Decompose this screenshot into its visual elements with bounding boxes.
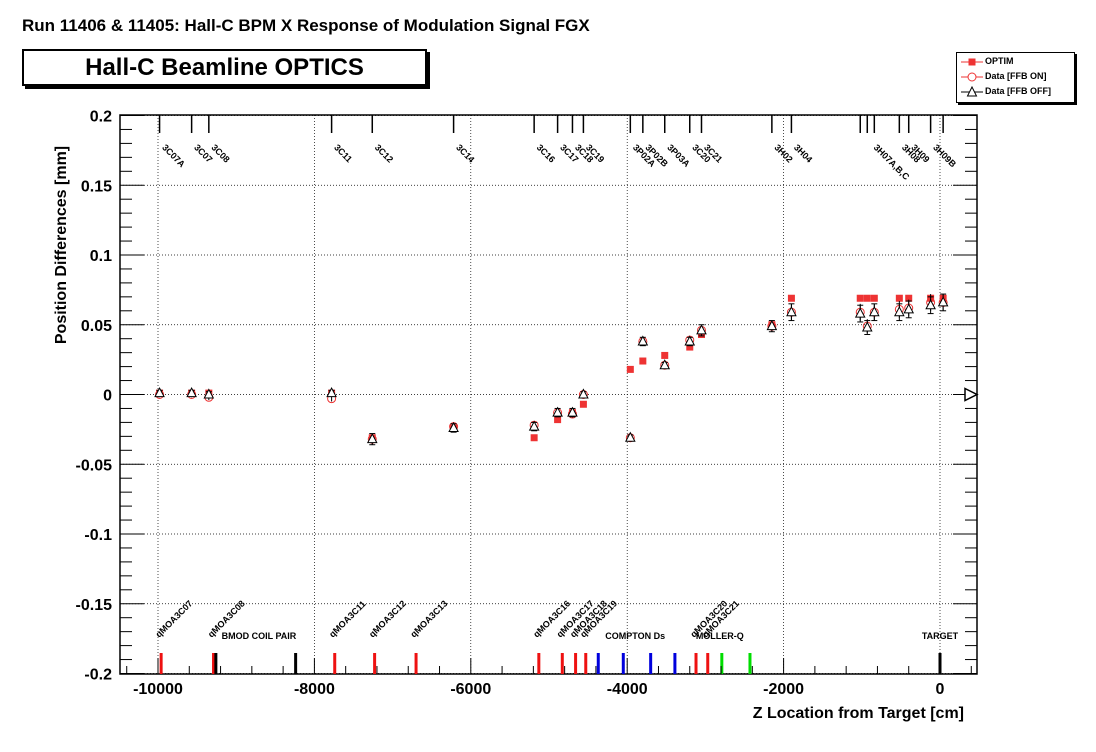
- zero-line-arrow-icon: [964, 387, 979, 402]
- x-axis-label: Z Location from Target [cm]: [753, 705, 964, 722]
- optim-point: [661, 351, 669, 359]
- quad-label: qMOA3C07: [153, 598, 194, 639]
- ffb-off-point: [203, 388, 215, 399]
- legend-label-ffb-off: Data [FFB OFF]: [985, 86, 1051, 96]
- plot-frame: [119, 114, 978, 675]
- y-tick-label: 0: [103, 388, 112, 405]
- ffb-off-point: [624, 431, 636, 442]
- data-series: [154, 293, 979, 446]
- ffb-off-point: [659, 359, 671, 370]
- x-tick-label: -4000: [607, 681, 648, 698]
- bpm-label: 3C11: [332, 142, 354, 164]
- bpm-label: 3C14: [454, 142, 476, 164]
- element-label: BMOD COIL PAIR: [222, 631, 297, 641]
- optim-point: [870, 294, 878, 302]
- ffb-off-point: [326, 387, 337, 398]
- bpm-label: 3C12: [373, 142, 395, 164]
- optim-point: [626, 365, 634, 373]
- optics-banner-label: Hall-C Beamline OPTICS: [85, 54, 364, 81]
- bpm-label: 3C07A: [160, 142, 187, 169]
- quad-label: qMOA3C11: [327, 599, 368, 640]
- quad-label: qMOA3C12: [367, 598, 408, 639]
- quad-label: qMOA3C13: [408, 598, 449, 639]
- optim-point: [686, 343, 694, 351]
- optim-point: [863, 294, 871, 302]
- optim-point: [895, 294, 903, 302]
- ffb-off-point: [894, 306, 905, 317]
- y-tick-label: -0.05: [76, 457, 113, 474]
- ffb-off-point: [903, 303, 915, 314]
- optim-point: [856, 294, 864, 302]
- x-tick-label: -6000: [450, 681, 491, 698]
- bpm-label: 3H04: [792, 142, 814, 164]
- legend-entry-ffb-on: Data [FFB ON]: [957, 70, 1074, 85]
- x-tick-label: 0: [936, 681, 945, 698]
- ffb-off-point: [786, 306, 797, 317]
- ffb-off-point: [854, 307, 866, 318]
- bpm-label: 3P03A: [665, 142, 692, 169]
- open-triangle-marker-icon: [961, 85, 983, 97]
- chart-title: Run 11406 & 11405: Hall-C BPM X Response…: [22, 16, 590, 35]
- legend-label-optim: OPTIM: [985, 56, 1014, 66]
- chart-legend: OPTIM Data [FFB ON] Data [FFB OFF]: [956, 52, 1075, 103]
- bpm-label: 3C07: [192, 142, 214, 164]
- legend-entry-ffb-off: Data [FFB OFF]: [957, 85, 1074, 100]
- ffb-off-point: [154, 387, 165, 398]
- y-tick-label: 0.1: [90, 248, 112, 265]
- y-tick-label: -0.15: [76, 597, 113, 614]
- optim-point: [530, 434, 538, 442]
- optim-point: [639, 357, 647, 365]
- optics-banner: Hall-C Beamline OPTICS: [22, 49, 427, 86]
- y-axis-label: Position Differences [mm]: [53, 146, 70, 344]
- y-tick-label: 0.05: [81, 318, 112, 335]
- ffb-off-point: [366, 433, 378, 444]
- element-label: COMPTON Ds: [605, 631, 665, 641]
- legend-entry-optim: OPTIM: [957, 55, 1074, 70]
- legend-label-ffb-on: Data [FFB ON]: [985, 71, 1047, 81]
- bpm-label: 3H02: [772, 142, 794, 164]
- element-label: MOLLER-Q: [696, 631, 744, 641]
- bpm-label: 3C16: [535, 142, 557, 164]
- ffb-off-point: [937, 296, 949, 307]
- y-tick-label: -0.2: [84, 667, 112, 684]
- grid-lines: [120, 115, 977, 674]
- y-tick-label: -0.1: [84, 527, 112, 544]
- x-tick-label: -8000: [294, 681, 335, 698]
- ffb-off-point: [637, 335, 649, 346]
- ffb-off-point: [578, 388, 589, 399]
- ffb-off-point: [684, 335, 696, 346]
- x-tick-label: -10000: [133, 681, 183, 698]
- ffb-off-point: [696, 324, 707, 335]
- ffb-off-point: [861, 321, 873, 332]
- element-label: TARGET: [922, 631, 959, 641]
- ffb-off-point: [448, 421, 459, 432]
- y-tick-label: 0.2: [90, 109, 112, 126]
- bpm-label: 3H09B: [931, 142, 958, 169]
- ffb-off-point: [925, 299, 936, 310]
- ffb-off-point: [552, 406, 563, 417]
- open-circle-marker-icon: [961, 72, 983, 82]
- optim-point: [905, 294, 913, 302]
- ffb-off-point: [528, 420, 540, 431]
- bpm-label: 3C08: [209, 142, 231, 164]
- optim-point: [579, 400, 587, 408]
- ffb-off-point: [868, 306, 880, 317]
- y-tick-label: 0.15: [81, 178, 112, 195]
- ffb-off-point: [567, 406, 578, 417]
- optim-point: [554, 416, 562, 424]
- ffb-off-point: [766, 320, 778, 331]
- optim-point: [787, 294, 795, 302]
- filled-square-marker-icon: [961, 58, 983, 66]
- x-tick-label: -2000: [763, 681, 804, 698]
- ffb-off-point: [186, 387, 197, 398]
- axes: -0.2 -0.15 -0.1 -0.05 0 0.05 0.1 0.15 0.2 -10000 -…: [76, 109, 977, 698]
